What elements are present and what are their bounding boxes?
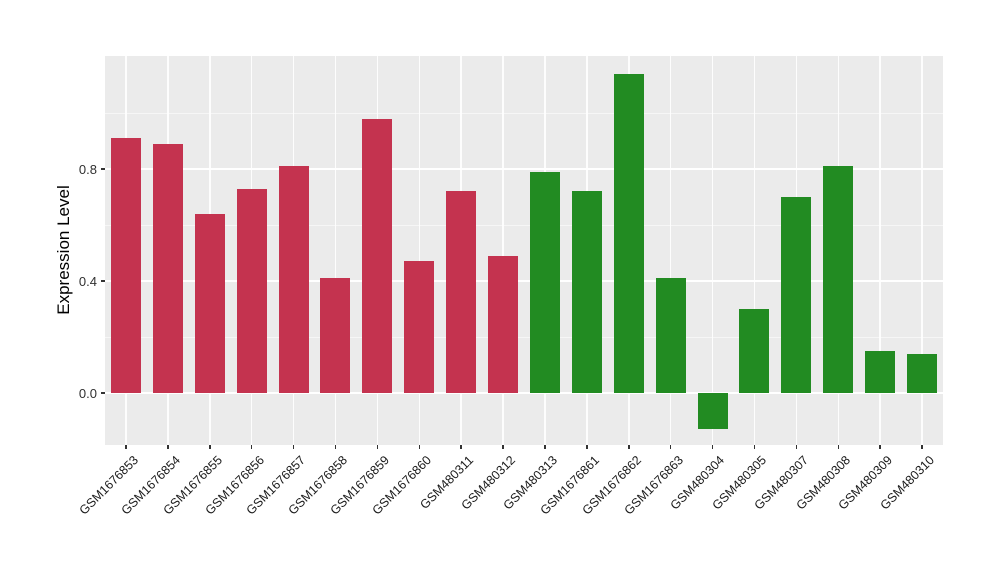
x-tick-mark	[921, 445, 923, 449]
major-gridline	[105, 168, 943, 170]
y-tick-label: 0.8	[78, 161, 97, 177]
bar-GSM480311	[446, 191, 477, 393]
x-tick-mark	[669, 445, 672, 449]
bar-GSM480310	[907, 353, 938, 393]
x-tick-mark	[586, 445, 588, 449]
x-tick-mark	[879, 445, 881, 449]
x-tick-mark	[209, 445, 211, 449]
bar-GSM480308	[823, 166, 854, 393]
x-tick-mark	[292, 445, 295, 449]
x-tick-mark	[711, 445, 714, 449]
y-tick-label: 0.0	[78, 385, 97, 401]
y-tick-mark	[101, 168, 105, 170]
x-tick-mark	[753, 445, 756, 449]
bar-GSM1676859	[362, 118, 393, 393]
bar-GSM480305	[739, 309, 770, 393]
bar-GSM1676857	[278, 166, 309, 393]
category-gridline	[502, 56, 504, 445]
major-gridline	[105, 392, 943, 394]
bar-GSM1676853	[110, 138, 141, 393]
x-tick-mark	[250, 445, 253, 449]
x-tick-mark	[837, 445, 839, 449]
bar-GSM480307	[781, 197, 812, 393]
x-tick-mark	[334, 445, 337, 449]
bar-GSM1676861	[571, 191, 602, 393]
x-tick-mark	[376, 445, 379, 449]
bar-GSM480313	[529, 171, 560, 393]
minor-gridline	[105, 112, 943, 114]
x-tick-mark	[544, 445, 546, 449]
minor-gridline	[105, 336, 943, 338]
category-gridline	[669, 56, 672, 445]
y-tick-label: 0.4	[78, 273, 97, 289]
bar-GSM1676863	[655, 278, 686, 393]
bar-GSM1676862	[613, 73, 644, 393]
y-tick-mark	[101, 392, 105, 394]
category-gridline	[921, 56, 923, 445]
x-tick-mark	[167, 445, 169, 449]
plot-panel	[105, 56, 943, 445]
x-tick-mark	[418, 445, 420, 449]
bar-GSM1676858	[320, 278, 351, 393]
major-gridline	[105, 280, 943, 282]
y-axis-title: Expression Level	[54, 185, 73, 315]
x-tick-mark	[795, 445, 798, 449]
category-gridline	[711, 56, 714, 445]
bar-GSM480304	[697, 393, 728, 430]
minor-gridline	[105, 224, 943, 226]
category-gridline	[879, 56, 881, 445]
category-gridline	[334, 56, 337, 445]
bar-GSM1676855	[194, 213, 225, 393]
x-tick-mark	[125, 445, 127, 449]
y-tick-mark	[101, 280, 105, 282]
category-gridline	[753, 56, 756, 445]
bar-GSM1676854	[152, 143, 183, 393]
bar-GSM480309	[865, 351, 896, 393]
x-tick-mark	[460, 445, 462, 449]
x-tick-mark	[628, 445, 630, 449]
category-gridline	[418, 56, 420, 445]
bar-GSM480312	[488, 255, 519, 393]
x-tick-mark	[502, 445, 504, 449]
bar-GSM1676856	[236, 188, 267, 393]
bar-GSM1676860	[404, 261, 435, 393]
